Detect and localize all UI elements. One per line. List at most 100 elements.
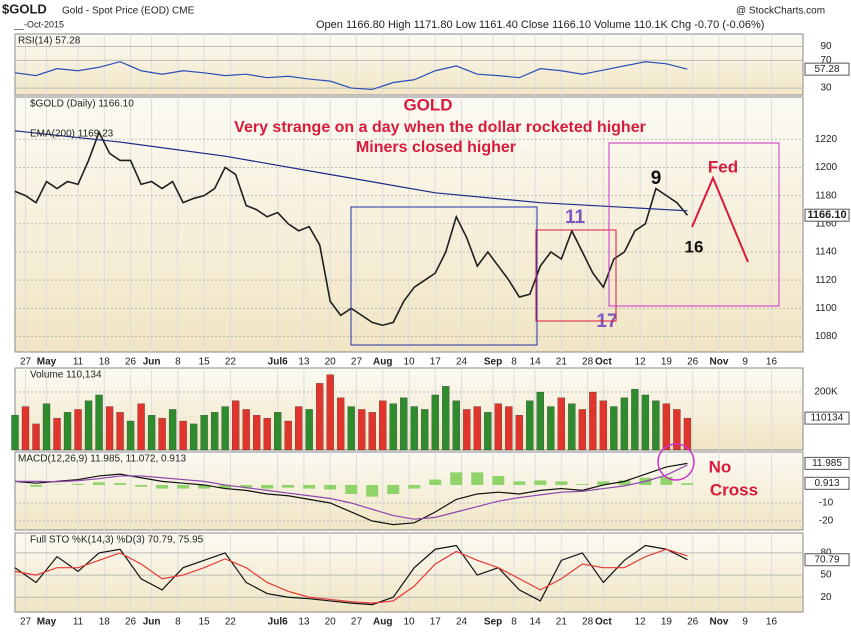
volume-bar: [652, 401, 659, 450]
annotation: 11: [565, 207, 586, 228]
histogram-bar: [345, 485, 357, 494]
value-tag-label: 11.985: [812, 458, 842, 469]
x-tick-label: 26: [687, 617, 699, 628]
histogram-bar: [429, 480, 441, 485]
panel-label: $GOLD (Daily) 1166.10: [30, 99, 134, 110]
volume-bar: [12, 415, 19, 450]
volume-bar: [568, 404, 575, 450]
volume-bar: [505, 407, 512, 450]
y-tick-label: 1080: [815, 331, 838, 342]
histogram-bar: [492, 476, 504, 485]
volume-bar: [411, 407, 418, 450]
x-tick-label: 27: [20, 617, 32, 628]
x-tick-label: 26: [125, 357, 137, 368]
y-tick-label: 20: [820, 592, 832, 603]
volume-bar: [138, 404, 145, 450]
histogram-bar: [177, 485, 189, 489]
brand: @ StockCharts.com: [736, 6, 825, 17]
annotation: 9: [651, 168, 662, 189]
volume-bar: [106, 407, 113, 450]
volume-bar: [54, 418, 61, 450]
histogram-bar: [324, 485, 336, 490]
x-tick-label: 19: [661, 617, 673, 628]
x-tick-label: 16: [766, 617, 778, 628]
value-tag-label: 57.28: [814, 64, 839, 75]
x-tick-label: 12: [635, 357, 647, 368]
x-tick-label: 8: [511, 617, 517, 628]
panel-label: RSI(14) 57.28: [18, 36, 81, 47]
instrument-name: Gold - Spot Price (EOD) CME: [62, 6, 195, 17]
x-tick-label: 20: [325, 617, 337, 628]
volume-bar: [642, 395, 649, 450]
x-tick-label: 22: [225, 357, 237, 368]
volume-bar: [190, 424, 197, 450]
symbol: $GOLD: [2, 1, 47, 16]
volume-bar: [432, 395, 439, 450]
x-tick-label: Oct: [595, 617, 612, 628]
x-tick-label: 27: [351, 617, 363, 628]
volume-bar: [96, 395, 103, 450]
volume-bar: [64, 412, 71, 450]
x-tick-label: 13: [298, 617, 310, 628]
volume-bar: [516, 415, 523, 450]
volume-bar: [274, 412, 281, 450]
histogram-bar: [366, 485, 378, 497]
x-tick-label: 26: [125, 617, 137, 628]
annotation: Fed: [708, 157, 738, 176]
x-tick-label: 22: [225, 617, 237, 628]
x-tick-label: 14: [530, 357, 542, 368]
value-tag-label: 70.79: [814, 554, 839, 565]
y-tick-label: 200K: [814, 387, 838, 398]
volume-bar: [495, 404, 502, 450]
x-tick-label: 14: [530, 617, 542, 628]
x-tick-label: 13: [298, 357, 310, 368]
x-tick-label: 28: [582, 357, 594, 368]
histogram-bar: [156, 485, 168, 489]
volume-bar: [232, 401, 239, 450]
x-tick-label: 15: [199, 357, 211, 368]
histogram-bar: [135, 485, 147, 487]
value-tag-label: 0.913: [814, 478, 839, 489]
histogram-bar: [513, 481, 525, 485]
volume-bar: [148, 415, 155, 450]
x-tick-label: 21: [556, 617, 568, 628]
volume-bar: [663, 404, 670, 450]
x-tick-label: 24: [456, 617, 468, 628]
volume-bar: [474, 407, 481, 450]
volume-bar: [400, 398, 407, 450]
volume-bar: [621, 398, 628, 450]
x-tick-label: Nov: [709, 357, 728, 368]
volume-bar: [159, 418, 166, 450]
volume-bar: [222, 407, 229, 450]
volume-bar: [421, 409, 428, 450]
volume-bar: [589, 392, 596, 450]
y-tick-label: 1200: [815, 162, 838, 173]
volume-bar: [348, 407, 355, 450]
volume-bar: [558, 398, 565, 450]
histogram-bar: [408, 485, 420, 489]
y-tick-label: 1120: [815, 275, 837, 286]
volume-bar: [526, 401, 533, 450]
x-tick-label: 17: [430, 617, 442, 628]
panel-label: MACD(12,26,9) 11.985, 11.072, 0.913: [18, 454, 187, 465]
volume-bar: [390, 404, 397, 450]
volume-bar: [43, 404, 50, 450]
volume-bar: [631, 389, 638, 450]
x-tick-label: Aug: [373, 617, 392, 628]
x-tick-label: Sep: [484, 617, 502, 628]
volume-bar: [442, 386, 449, 450]
histogram-bar: [576, 484, 588, 485]
panel-label: Full STO %K(14,3) %D(3) 70.79, 75.95: [30, 535, 204, 546]
volume-bar: [243, 409, 250, 450]
x-tick-label: 28: [582, 617, 594, 628]
x-tick-label: Jul6: [268, 357, 288, 368]
volume-bar: [75, 409, 82, 450]
volume-bar: [537, 392, 544, 450]
x-tick-label: 8: [511, 357, 517, 368]
histogram-bar: [387, 485, 399, 494]
value-tag-label: 1166.10: [807, 209, 846, 221]
volume-bar: [337, 398, 344, 450]
histogram-bar: [471, 472, 483, 485]
panel-label: Volume 110,134: [30, 370, 102, 381]
